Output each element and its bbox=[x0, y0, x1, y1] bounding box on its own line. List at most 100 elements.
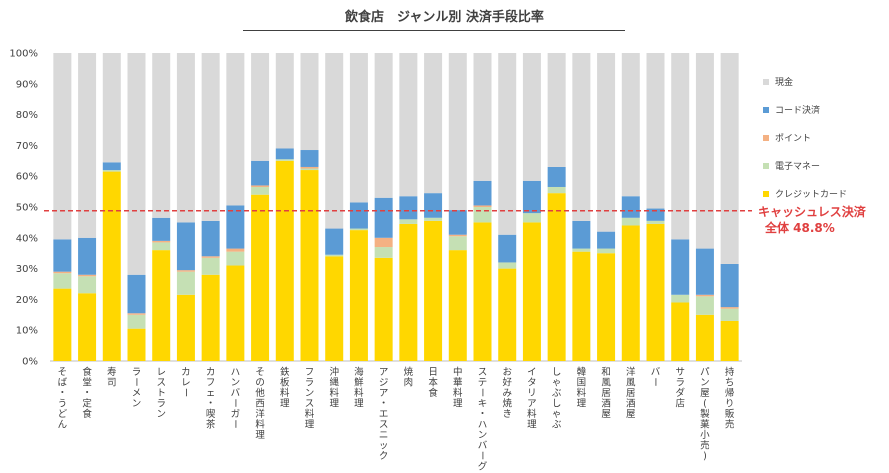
bar-segment bbox=[152, 53, 171, 218]
bar-segment bbox=[448, 210, 467, 235]
svg-text:ラ: ラ bbox=[132, 367, 142, 378]
bar-segment bbox=[226, 251, 245, 266]
svg-text:理: 理 bbox=[305, 420, 315, 431]
bar-segment bbox=[275, 53, 294, 149]
title-underline bbox=[243, 30, 625, 31]
y-tick-label: 70% bbox=[16, 141, 38, 152]
svg-text:売: 売 bbox=[700, 440, 710, 452]
bar-segment bbox=[53, 239, 72, 272]
svg-text:ー: ー bbox=[130, 377, 141, 387]
bar-segment bbox=[473, 222, 492, 361]
svg-text:): ) bbox=[703, 451, 707, 462]
bar-segment bbox=[226, 53, 245, 206]
svg-text:屋: 屋 bbox=[700, 388, 710, 399]
svg-text:カ: カ bbox=[206, 367, 216, 378]
bar-segment bbox=[53, 273, 72, 289]
bar-segment bbox=[201, 220, 220, 257]
svg-text:鉄: 鉄 bbox=[280, 366, 290, 378]
x-tick-label: 日本食 bbox=[428, 367, 438, 399]
svg-text:ス: ス bbox=[156, 378, 166, 389]
y-tick-label: 20% bbox=[16, 295, 38, 306]
svg-text:酒: 酒 bbox=[626, 399, 636, 410]
svg-text:居: 居 bbox=[601, 388, 611, 399]
svg-text:ン: ン bbox=[132, 399, 142, 410]
bar-segment bbox=[349, 230, 368, 361]
svg-text:う: う bbox=[58, 399, 68, 410]
bar-segment bbox=[572, 53, 591, 221]
bar-segment bbox=[102, 53, 121, 163]
bar-segment bbox=[374, 237, 393, 248]
bar-segment bbox=[300, 150, 319, 167]
bar-segment bbox=[448, 53, 467, 211]
svg-text:堂: 堂 bbox=[82, 377, 92, 389]
bar-segment bbox=[53, 271, 72, 274]
bar-segment bbox=[720, 53, 739, 264]
svg-text:ン: ン bbox=[700, 378, 710, 389]
legend-label: クレジットカード bbox=[775, 190, 848, 200]
x-tick-label: カフェ・喫茶 bbox=[206, 367, 216, 431]
y-tick-label: 0% bbox=[22, 357, 38, 368]
svg-text:華: 華 bbox=[453, 377, 463, 389]
x-tick-label: 寿司 bbox=[107, 366, 117, 389]
svg-text:バ: バ bbox=[478, 441, 488, 452]
svg-text:ニ: ニ bbox=[379, 430, 389, 441]
bar-segment bbox=[176, 294, 195, 361]
x-tick-label: カレー bbox=[179, 367, 190, 397]
bar-segment bbox=[597, 231, 616, 249]
svg-text:理: 理 bbox=[329, 399, 339, 410]
bar-segment bbox=[201, 53, 220, 221]
svg-text:本: 本 bbox=[428, 377, 438, 389]
svg-text:製: 製 bbox=[700, 408, 710, 420]
svg-text:和: 和 bbox=[601, 367, 611, 378]
svg-text:ア: ア bbox=[379, 367, 389, 378]
svg-text:他: 他 bbox=[255, 387, 265, 399]
bar-segment bbox=[78, 293, 97, 361]
bar-segment bbox=[597, 53, 616, 232]
svg-text:料: 料 bbox=[354, 387, 364, 399]
svg-text:料: 料 bbox=[329, 387, 339, 399]
bar-segment bbox=[102, 162, 121, 171]
svg-text:レ: レ bbox=[181, 378, 191, 389]
svg-text:国: 国 bbox=[577, 378, 587, 389]
svg-text:ン: ン bbox=[305, 388, 315, 399]
bar-segment bbox=[127, 313, 146, 315]
legend-swatch bbox=[763, 106, 769, 113]
svg-text:カ: カ bbox=[181, 367, 191, 378]
bar-segment bbox=[498, 268, 517, 361]
bar-segment bbox=[399, 223, 418, 361]
bar-segment bbox=[671, 302, 690, 361]
y-tick-label: 40% bbox=[16, 233, 38, 244]
bar-segment bbox=[127, 314, 146, 329]
svg-text:理: 理 bbox=[354, 399, 364, 410]
legend-label: 電子マネー bbox=[775, 162, 821, 172]
bar-segment bbox=[325, 228, 344, 255]
svg-text:メ: メ bbox=[132, 388, 142, 399]
svg-text:鮮: 鮮 bbox=[354, 377, 364, 389]
svg-text:ス: ス bbox=[305, 399, 315, 410]
svg-text:ト: ト bbox=[156, 388, 166, 399]
svg-text:理: 理 bbox=[577, 399, 587, 410]
bar-segment bbox=[646, 208, 665, 221]
svg-text:理: 理 bbox=[453, 399, 463, 410]
svg-text:理: 理 bbox=[255, 430, 265, 441]
bar-segment bbox=[127, 328, 146, 361]
bar-segment bbox=[720, 320, 739, 361]
svg-text:ー: ー bbox=[476, 388, 487, 398]
legend-swatch bbox=[763, 134, 769, 141]
bar-segment bbox=[251, 160, 270, 186]
svg-text:食: 食 bbox=[82, 408, 92, 420]
svg-text:バ: バ bbox=[651, 367, 661, 378]
bar-segment bbox=[621, 217, 640, 226]
y-tick-label: 80% bbox=[16, 110, 38, 121]
legend-label: コード決済 bbox=[775, 106, 821, 116]
bar-segment bbox=[226, 248, 245, 252]
bar-segment bbox=[646, 220, 665, 224]
svg-text:お: お bbox=[502, 367, 512, 378]
svg-text:ー: ー bbox=[476, 451, 487, 461]
svg-text:ダ: ダ bbox=[675, 387, 685, 399]
